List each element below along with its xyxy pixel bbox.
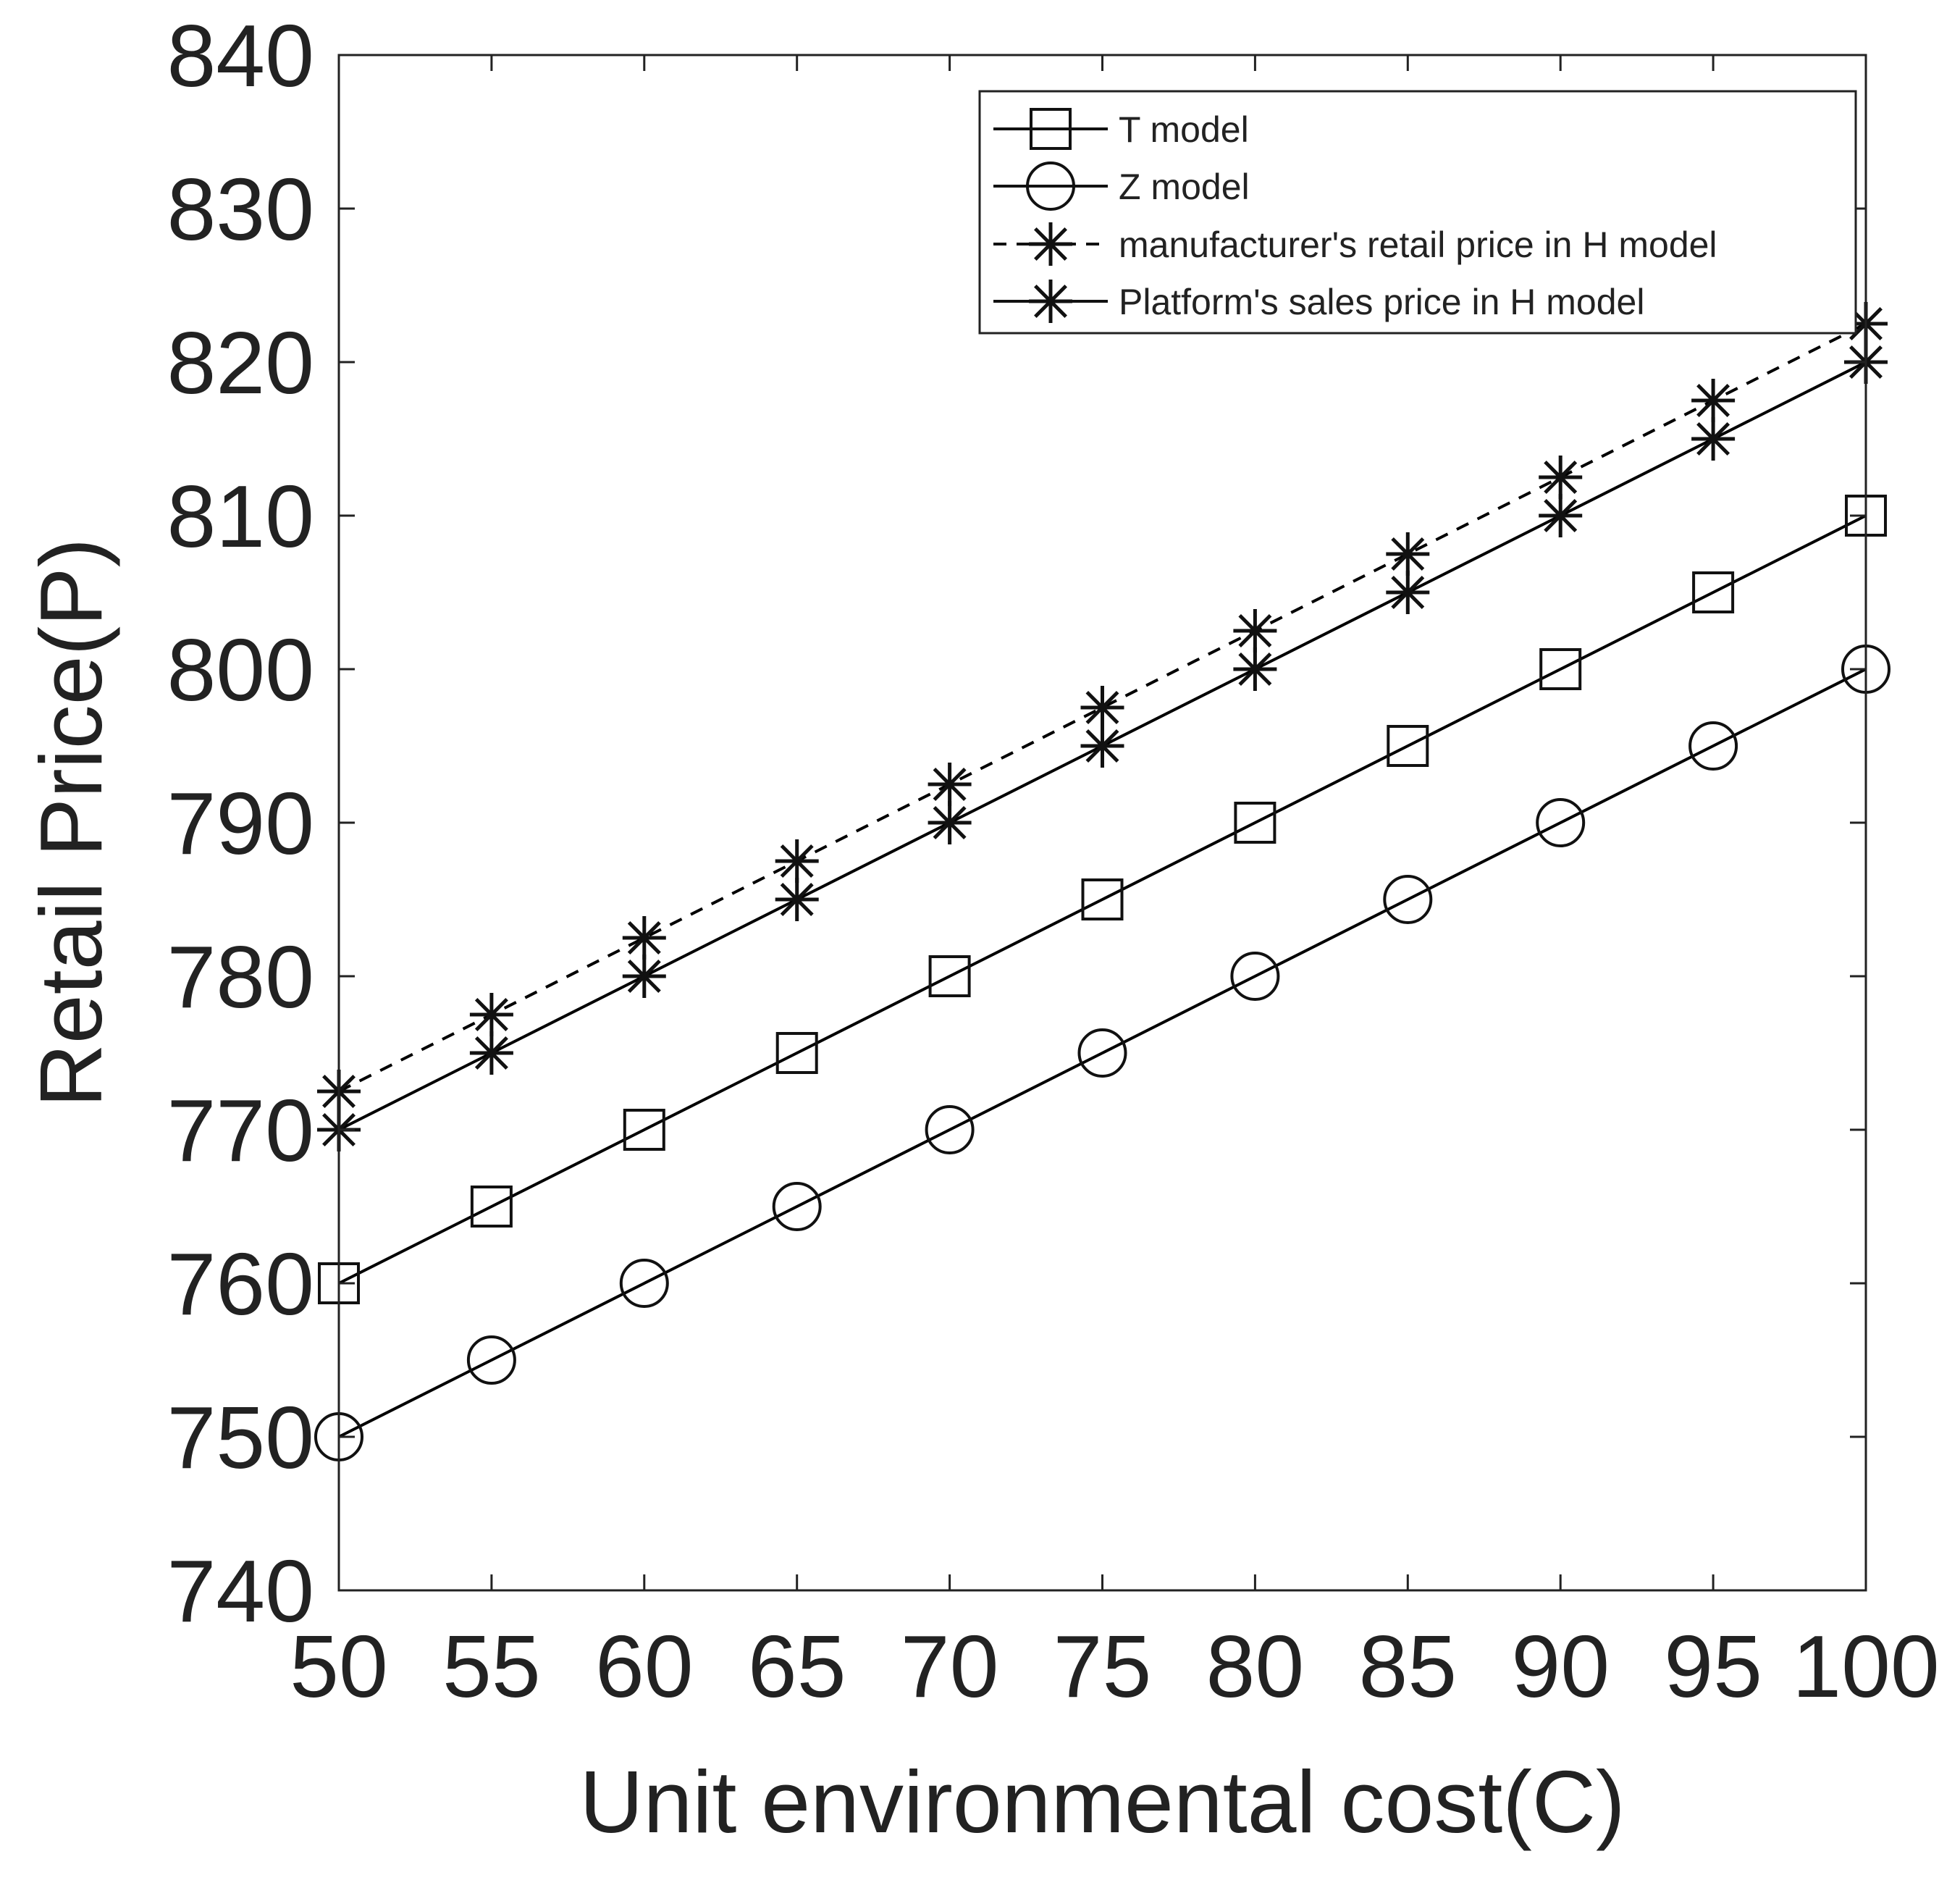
y-tick-label: 740 xyxy=(167,1542,314,1640)
asterisk-stroke xyxy=(780,883,814,916)
y-tick-label: 830 xyxy=(167,160,314,259)
asterisk-stroke xyxy=(1034,227,1067,261)
x-tick-label: 55 xyxy=(442,1617,541,1716)
asterisk-marker xyxy=(1080,724,1124,768)
square-marker xyxy=(1081,878,1124,920)
asterisk-marker xyxy=(1233,647,1277,691)
x-tick-label: 95 xyxy=(1664,1617,1762,1716)
y-tick-label: 800 xyxy=(167,621,314,719)
asterisk-marker xyxy=(622,955,666,998)
asterisk-stroke xyxy=(627,921,661,955)
asterisk-marker xyxy=(622,916,666,960)
y-axis-label: Retail Price(P) xyxy=(22,538,120,1107)
square-marker xyxy=(1692,571,1735,613)
y-tick-label: 780 xyxy=(167,928,314,1026)
x-tick-label: 100 xyxy=(1792,1617,1940,1716)
asterisk-marker xyxy=(469,993,513,1036)
square-marker xyxy=(1539,648,1582,690)
asterisk-marker xyxy=(1691,379,1736,422)
series-line-0 xyxy=(338,514,1867,1285)
asterisk-stroke xyxy=(1238,614,1272,647)
asterisk-stroke xyxy=(474,1036,508,1070)
asterisk-marker xyxy=(1691,417,1736,461)
asterisk-marker xyxy=(1539,494,1583,537)
asterisk-stroke xyxy=(933,768,967,801)
asterisk-stroke xyxy=(1391,537,1425,571)
x-tick-label: 75 xyxy=(1053,1617,1152,1716)
x-axis-label: Unit environmental cost(C) xyxy=(579,1753,1625,1851)
y-tick-label: 840 xyxy=(167,7,314,105)
square-marker xyxy=(775,1032,818,1074)
series-line-2 xyxy=(338,322,1867,1093)
asterisk-marker xyxy=(928,763,972,806)
asterisk-stroke xyxy=(1696,422,1730,456)
y-tick-label: 750 xyxy=(167,1388,314,1487)
x-tick-label: 65 xyxy=(748,1617,846,1716)
asterisk-marker xyxy=(1029,280,1072,323)
legend-entry-3: Platform's sales price in H model xyxy=(1119,282,1644,322)
asterisk-marker xyxy=(775,839,819,883)
square-marker xyxy=(470,1186,513,1228)
square-marker xyxy=(1387,725,1429,767)
square-marker xyxy=(928,955,971,997)
legend-entry-0: T model xyxy=(1119,109,1249,150)
circle-marker xyxy=(772,1182,822,1231)
asterisk-stroke xyxy=(1238,653,1272,686)
asterisk-marker xyxy=(1029,222,1072,266)
asterisk-marker xyxy=(1386,532,1430,576)
asterisk-stroke xyxy=(1391,576,1425,609)
asterisk-stroke xyxy=(780,844,814,878)
asterisk-stroke xyxy=(474,998,508,1031)
circle-marker xyxy=(1536,798,1586,847)
legend-entry-2: manufacturer's retail price in H model xyxy=(1119,225,1717,265)
asterisk-marker xyxy=(928,801,972,844)
axes xyxy=(337,54,1867,1592)
square-marker xyxy=(1030,108,1072,150)
circle-marker xyxy=(925,1105,975,1154)
asterisk-stroke xyxy=(1085,691,1119,724)
x-tick-label: 60 xyxy=(595,1617,694,1716)
x-tick-label: 50 xyxy=(290,1617,388,1716)
x-tick-label: 80 xyxy=(1206,1617,1305,1716)
asterisk-stroke xyxy=(933,806,967,839)
legend: T model Z model manufacturer's retail pric… xyxy=(978,90,1857,335)
asterisk-marker xyxy=(775,878,819,921)
asterisk-stroke xyxy=(1544,461,1578,494)
asterisk-marker xyxy=(469,1031,513,1075)
x-tick-label: 90 xyxy=(1511,1617,1610,1716)
tick-labels: 50 55 60 65 70 75 80 85 90 95 100 740 750 760 770 780 79… xyxy=(167,7,1939,1716)
circle-marker xyxy=(1230,952,1280,1001)
asterisk-stroke xyxy=(1544,499,1578,532)
series-line-1 xyxy=(338,668,1867,1438)
y-tick-label: 820 xyxy=(167,314,314,412)
asterisk-marker xyxy=(1080,686,1124,729)
series-markers xyxy=(314,302,1890,1461)
circle-marker xyxy=(1383,875,1433,924)
y-tick-label: 760 xyxy=(167,1235,314,1333)
circle-marker xyxy=(1688,721,1738,771)
square-marker xyxy=(1234,802,1276,844)
asterisk-marker xyxy=(1539,456,1583,499)
square-marker xyxy=(623,1109,665,1151)
asterisk-stroke xyxy=(1696,384,1730,417)
legend-box xyxy=(978,90,1857,335)
y-tick-label: 790 xyxy=(167,774,314,873)
asterisk-marker xyxy=(1233,609,1277,653)
asterisk-stroke xyxy=(627,960,661,993)
y-tick-label: 810 xyxy=(167,467,314,566)
circle-marker xyxy=(1026,161,1075,211)
legend-entry-1: Z model xyxy=(1119,167,1250,207)
x-tick-label: 85 xyxy=(1358,1617,1457,1716)
y-tick-label: 770 xyxy=(167,1081,314,1180)
circle-marker xyxy=(619,1259,669,1308)
asterisk-stroke xyxy=(1085,729,1119,763)
circle-marker xyxy=(1077,1028,1127,1078)
circle-marker xyxy=(466,1335,516,1385)
asterisk-marker xyxy=(1386,571,1430,614)
x-tick-label: 70 xyxy=(901,1617,999,1716)
asterisk-stroke xyxy=(1034,285,1067,318)
